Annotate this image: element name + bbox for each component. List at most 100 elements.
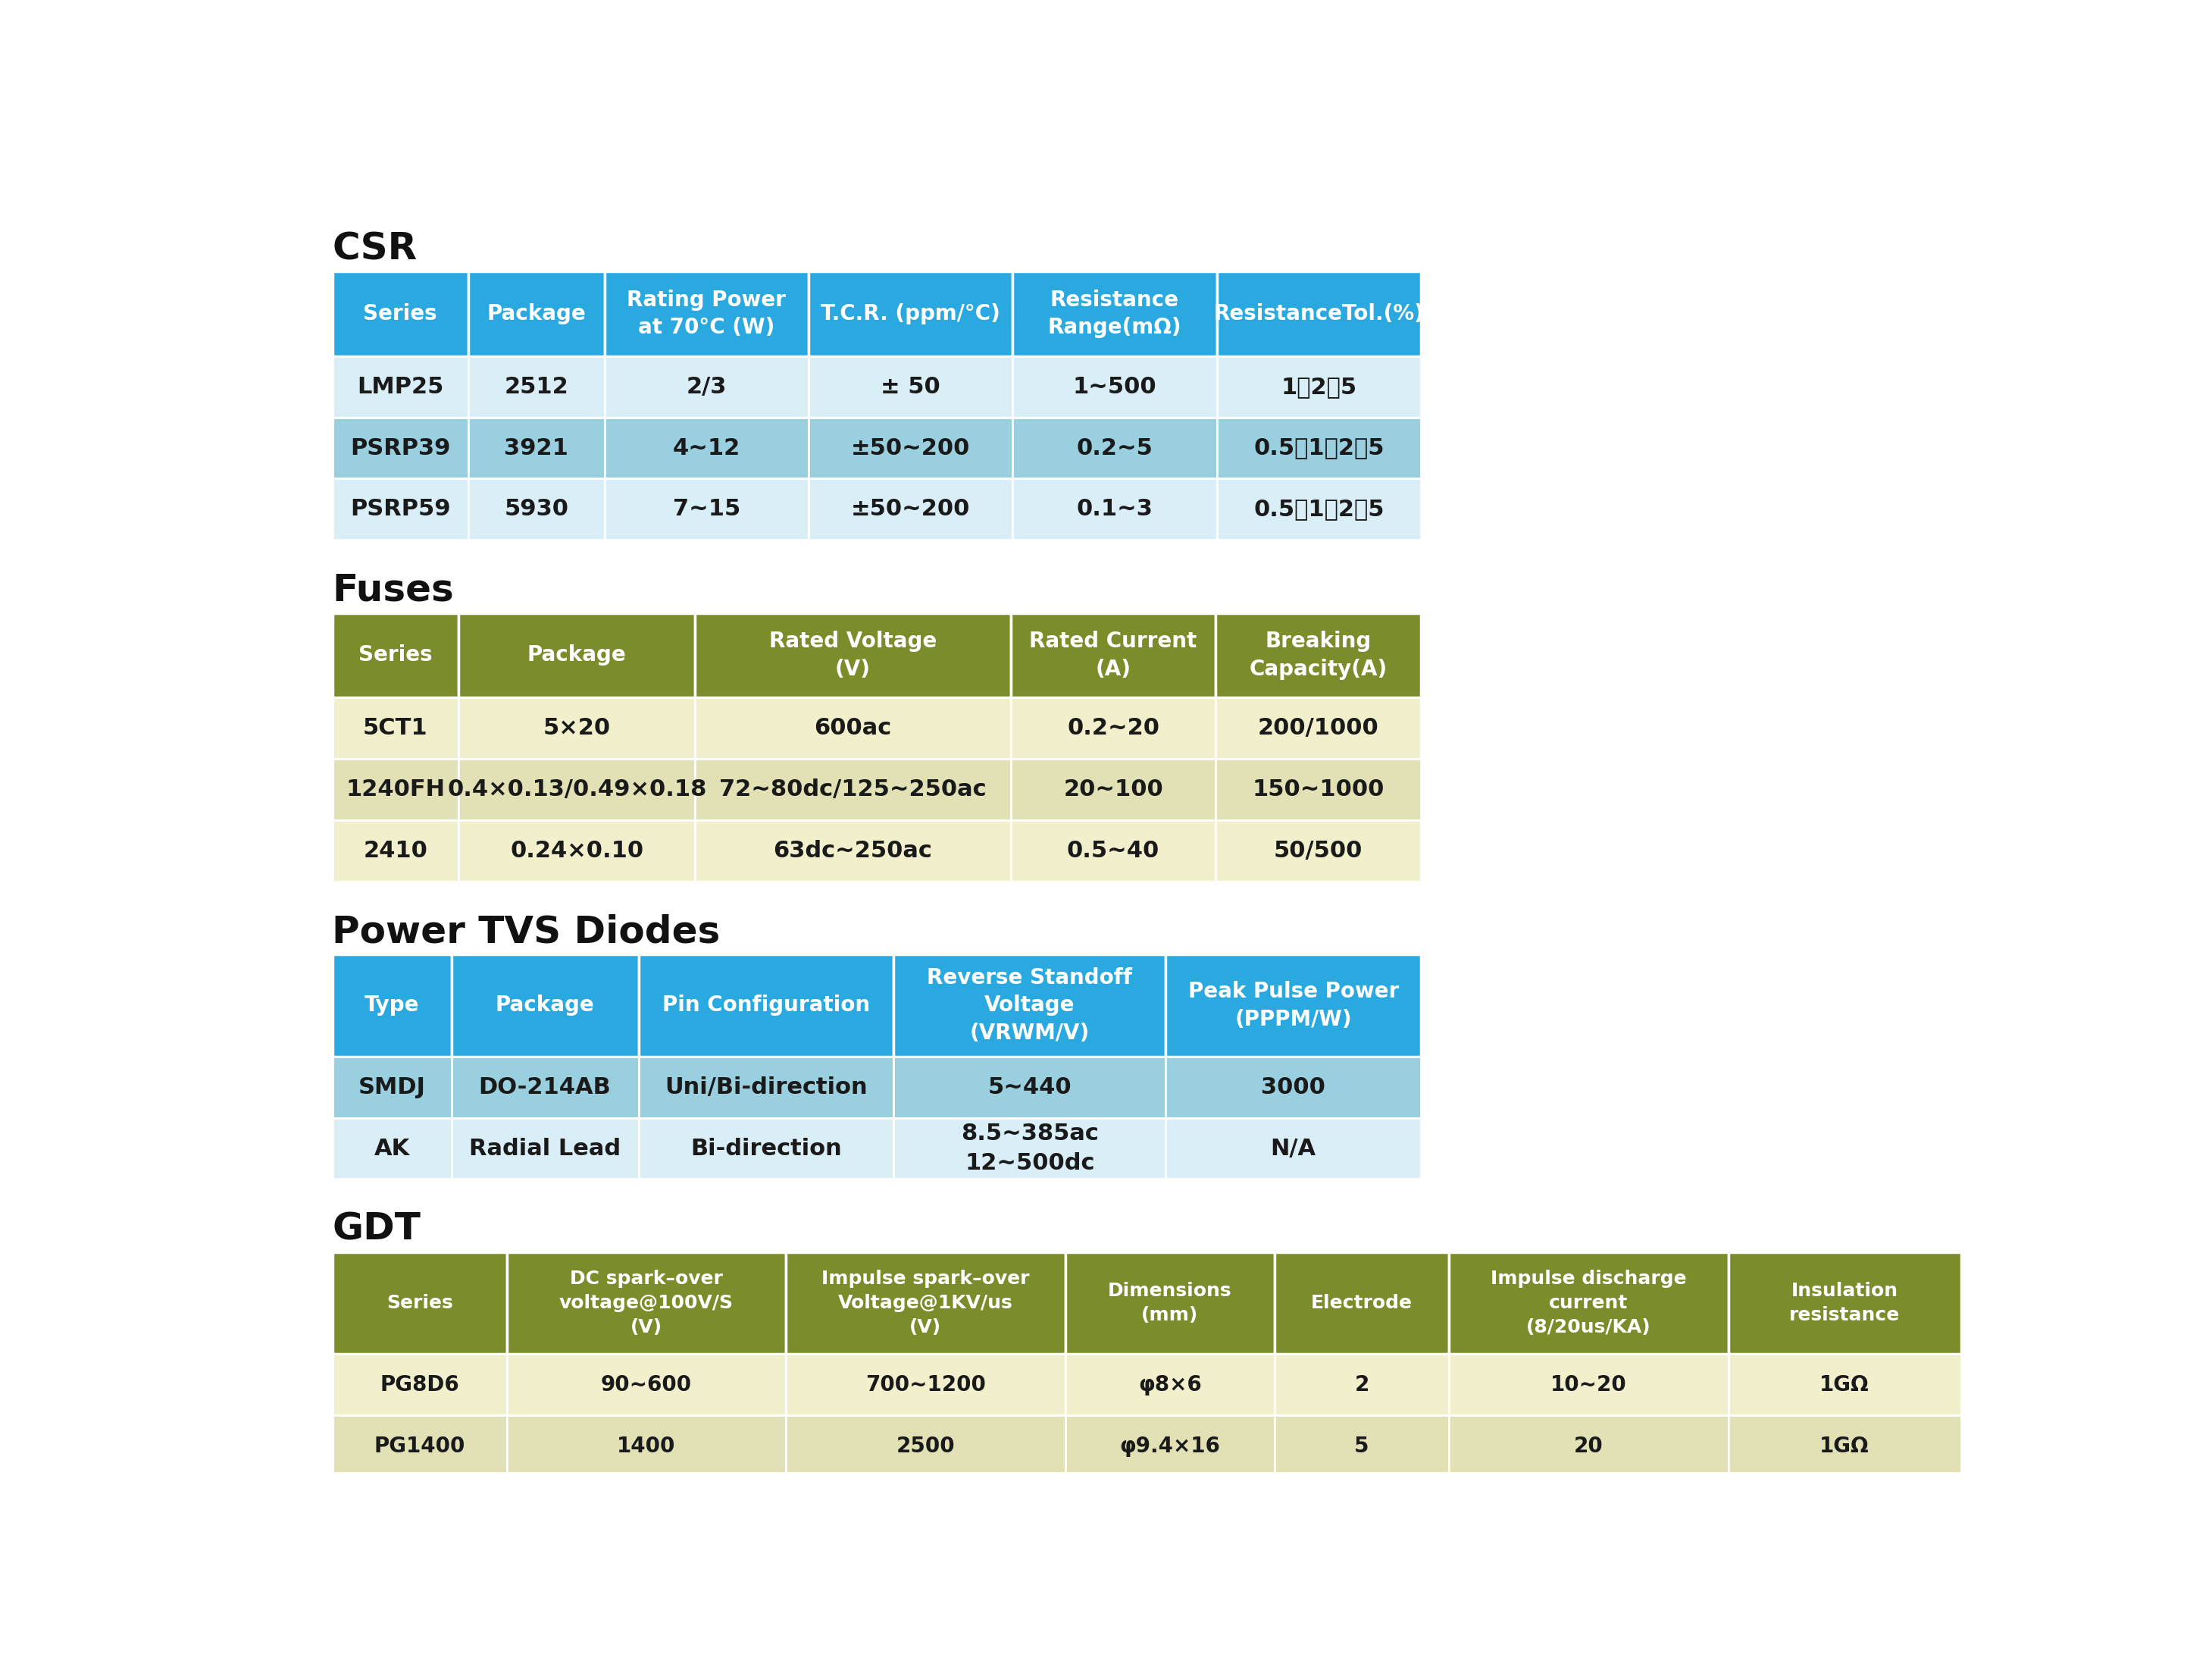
Bar <box>1217 478 1420 539</box>
Bar <box>507 1252 785 1355</box>
Text: 72~80dc/125~250ac: 72~80dc/125~250ac <box>719 779 987 801</box>
Bar <box>1449 1355 1728 1416</box>
Text: Series: Series <box>358 645 431 667</box>
Text: 10~20: 10~20 <box>1551 1374 1626 1396</box>
Bar <box>1217 820 1420 882</box>
Bar <box>1217 698 1420 759</box>
Text: PSRP39: PSRP39 <box>349 437 451 460</box>
Text: Fuses: Fuses <box>332 572 453 609</box>
Text: 0.5、1、2、5: 0.5、1、2、5 <box>1254 437 1385 460</box>
Text: Uni/Bi-direction: Uni/Bi-direction <box>664 1077 867 1098</box>
Text: 3921: 3921 <box>504 437 568 460</box>
Text: 20: 20 <box>1575 1436 1604 1457</box>
Text: Peak Pulse Power
(PPPM/W): Peak Pulse Power (PPPM/W) <box>1188 981 1398 1030</box>
Bar <box>1066 1416 1274 1477</box>
Bar <box>695 614 1011 698</box>
Text: 2500: 2500 <box>896 1436 956 1457</box>
Bar <box>894 1118 1166 1179</box>
Bar <box>469 417 604 478</box>
Text: Package: Package <box>526 645 626 667</box>
Bar <box>332 698 458 759</box>
Bar <box>507 1355 785 1416</box>
Bar <box>458 820 695 882</box>
Text: 0.5、1、2、5: 0.5、1、2、5 <box>1254 498 1385 521</box>
Text: φ9.4×16: φ9.4×16 <box>1119 1436 1221 1457</box>
Bar <box>332 478 469 539</box>
Bar <box>695 820 1011 882</box>
Bar <box>1013 417 1217 478</box>
Text: 3000: 3000 <box>1261 1077 1325 1098</box>
Text: LMP25: LMP25 <box>356 375 445 397</box>
Bar <box>332 356 469 417</box>
Bar <box>695 698 1011 759</box>
Text: 20~100: 20~100 <box>1064 779 1164 801</box>
Bar <box>1166 954 1420 1057</box>
Bar <box>1011 820 1217 882</box>
Bar <box>507 1416 785 1477</box>
Bar <box>1274 1416 1449 1477</box>
Text: Rated Current
(A): Rated Current (A) <box>1029 630 1197 680</box>
Text: 1、2、5: 1、2、5 <box>1281 375 1356 397</box>
Text: 1400: 1400 <box>617 1436 675 1457</box>
Text: 1GΩ: 1GΩ <box>1820 1436 1869 1457</box>
Bar <box>639 1057 894 1118</box>
Text: φ8×6: φ8×6 <box>1139 1374 1201 1396</box>
Bar <box>1013 478 1217 539</box>
Bar <box>695 759 1011 820</box>
Text: Insulation
resistance: Insulation resistance <box>1790 1282 1900 1325</box>
Bar <box>1217 614 1420 698</box>
Text: AK: AK <box>374 1138 409 1159</box>
Bar <box>332 271 469 356</box>
Bar <box>332 1252 507 1355</box>
Text: DO-214AB: DO-214AB <box>478 1077 611 1098</box>
Text: PSRP59: PSRP59 <box>349 498 451 521</box>
Text: SMDJ: SMDJ <box>358 1077 425 1098</box>
Bar <box>458 614 695 698</box>
Text: Electrode: Electrode <box>1312 1293 1413 1312</box>
Bar <box>332 1118 451 1179</box>
Text: Series: Series <box>387 1293 453 1312</box>
Bar <box>785 1252 1066 1355</box>
Bar <box>894 954 1166 1057</box>
Text: PG8D6: PG8D6 <box>380 1374 460 1396</box>
Text: 0.2~5: 0.2~5 <box>1077 437 1152 460</box>
Text: 600ac: 600ac <box>814 718 891 739</box>
Text: 2410: 2410 <box>363 840 427 862</box>
Bar <box>469 271 604 356</box>
Text: 5×20: 5×20 <box>544 718 611 739</box>
Bar <box>451 1118 639 1179</box>
Bar <box>639 1118 894 1179</box>
Text: Reverse Standoff
Voltage
(VRWM/V): Reverse Standoff Voltage (VRWM/V) <box>927 968 1133 1044</box>
Bar <box>785 1355 1066 1416</box>
Text: 90~600: 90~600 <box>602 1374 692 1396</box>
Bar <box>1274 1355 1449 1416</box>
Bar <box>1217 759 1420 820</box>
Bar <box>810 356 1013 417</box>
Text: 63dc~250ac: 63dc~250ac <box>774 840 933 862</box>
Text: Impulse discharge
current
(8/20us/KA): Impulse discharge current (8/20us/KA) <box>1491 1270 1686 1336</box>
Bar <box>604 417 810 478</box>
Text: Rated Voltage
(V): Rated Voltage (V) <box>770 630 936 680</box>
Bar <box>332 1355 507 1416</box>
Text: Impulse spark–over
Voltage@1KV/us
(V): Impulse spark–over Voltage@1KV/us (V) <box>821 1270 1029 1336</box>
Text: Type: Type <box>365 994 420 1016</box>
Text: GDT: GDT <box>332 1211 420 1247</box>
Bar <box>1449 1252 1728 1355</box>
Text: 50/500: 50/500 <box>1274 840 1363 862</box>
Text: 5: 5 <box>1354 1436 1369 1457</box>
Bar <box>604 356 810 417</box>
Text: 2: 2 <box>1354 1374 1369 1396</box>
Bar <box>332 1416 507 1477</box>
Text: T.C.R. (ppm/°C): T.C.R. (ppm/°C) <box>821 303 1000 324</box>
Bar <box>604 271 810 356</box>
Bar <box>785 1416 1066 1477</box>
Text: 8.5~385ac
12~500dc: 8.5~385ac 12~500dc <box>960 1123 1099 1174</box>
Text: 700~1200: 700~1200 <box>865 1374 987 1396</box>
Bar <box>332 614 458 698</box>
Text: PG1400: PG1400 <box>374 1436 465 1457</box>
Text: ±50~200: ±50~200 <box>852 437 971 460</box>
Bar <box>332 1057 451 1118</box>
Text: 4~12: 4~12 <box>672 437 741 460</box>
Bar <box>810 478 1013 539</box>
Bar <box>469 478 604 539</box>
